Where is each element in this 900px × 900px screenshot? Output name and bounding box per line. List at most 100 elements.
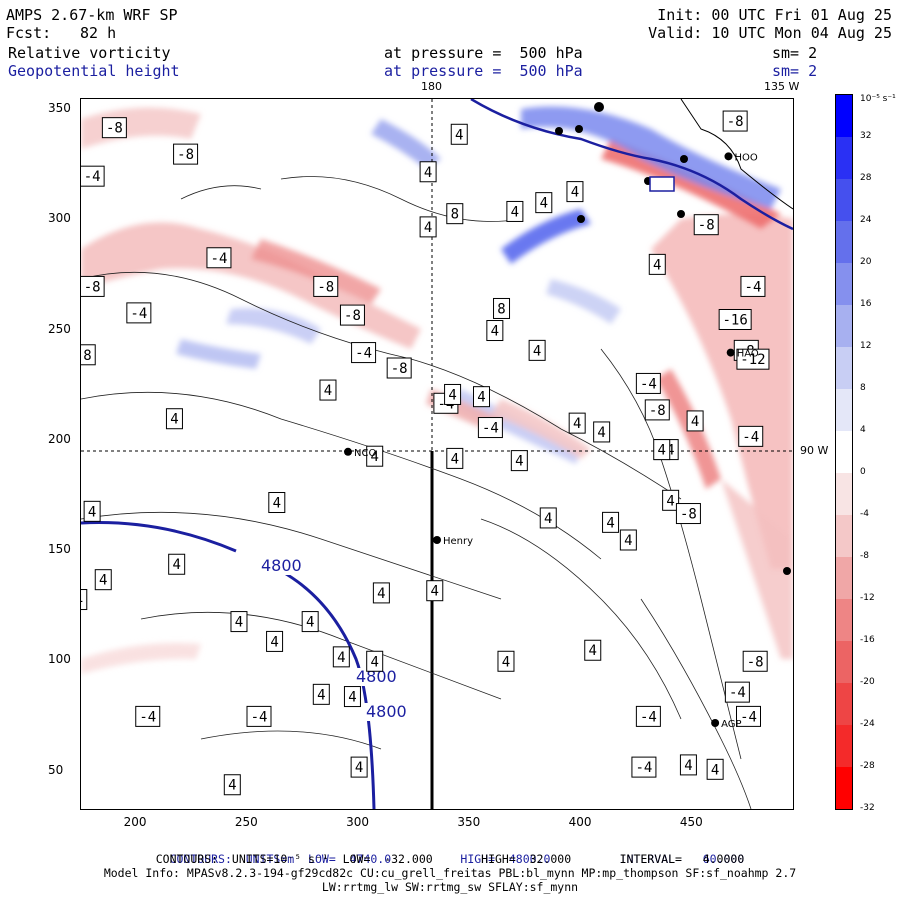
height-contour-label: 4800 <box>356 667 397 686</box>
vorticity-label: -4 <box>724 681 750 703</box>
vorticity-label: 4 <box>619 529 637 551</box>
meridian-135w-label: 135 W <box>764 80 800 93</box>
vorticity-label: 4 <box>419 216 437 238</box>
vorticity-label: -8 <box>693 214 719 236</box>
y-tick-label: 50 <box>48 762 64 777</box>
svg-text:-8: -8 <box>84 279 101 295</box>
svg-text:4: 4 <box>544 511 552 527</box>
svg-text:-4: -4 <box>745 279 762 295</box>
svg-text:-4: -4 <box>740 709 757 725</box>
svg-text:-8: -8 <box>727 114 744 130</box>
vorticity-label: 8 <box>446 203 464 225</box>
svg-text:4: 4 <box>540 196 548 212</box>
vorticity-label: -12 <box>736 348 770 370</box>
footer-height-contours: CONTOURS: UNITS=m LOW= 4740.0 HIGH= 4800… <box>0 838 900 866</box>
y-tick-label: 200 <box>48 431 71 446</box>
colorbar-swatch <box>836 137 852 179</box>
vorticity-label: 4 <box>372 582 390 604</box>
station-hao: HAO <box>726 348 759 360</box>
svg-text:4: 4 <box>431 584 439 600</box>
station-henry: Henry <box>433 535 473 547</box>
svg-text:-4: -4 <box>729 685 746 701</box>
smoothing-1: sm= 2 <box>772 44 818 62</box>
vorticity-label: 4 <box>419 161 437 183</box>
svg-text:-4: -4 <box>482 421 499 437</box>
svg-text:-8: -8 <box>649 403 666 419</box>
colorbar-label: 20 <box>860 257 872 267</box>
svg-text:4: 4 <box>691 414 699 430</box>
vorticity-label: 4 <box>539 507 557 529</box>
svg-text:4: 4 <box>477 390 485 406</box>
vorticity-label: 4 <box>446 447 464 469</box>
colorbar-swatch <box>836 767 852 809</box>
vorticity-label: -4 <box>631 756 657 778</box>
svg-text:-4: -4 <box>139 709 156 725</box>
svg-text:4: 4 <box>81 593 83 609</box>
svg-text:4: 4 <box>515 454 523 470</box>
colorbar <box>835 94 853 810</box>
vorticity-label: 4 <box>343 686 361 708</box>
svg-text:4: 4 <box>533 343 541 359</box>
svg-text:-4: -4 <box>635 760 652 776</box>
svg-text:-8: -8 <box>391 361 408 377</box>
vorticity-label: 4 <box>266 630 284 652</box>
colorbar-label: 16 <box>860 299 872 309</box>
meridian-90w-label: 90 W <box>800 444 829 457</box>
vorticity-label: 4 <box>706 758 724 780</box>
colorbar-swatch <box>836 683 852 725</box>
vorticity-label: -8 <box>644 399 670 421</box>
svg-text:4: 4 <box>424 220 432 236</box>
vorticity-label: 4 <box>319 379 337 401</box>
svg-text:4: 4 <box>684 758 692 774</box>
svg-text:4: 4 <box>455 127 463 143</box>
vorticity-label: 4 <box>584 639 602 661</box>
svg-text:4: 4 <box>170 412 178 428</box>
x-tick-label: 300 <box>346 815 370 829</box>
y-tick-label: 100 <box>48 652 71 667</box>
coastline <box>680 99 793 210</box>
colorbar-swatch <box>836 179 852 221</box>
vorticity-label: 4 <box>268 492 286 514</box>
vorticity-label: 4 <box>165 408 183 430</box>
colorbar-label: 8 <box>860 383 866 393</box>
vorticity-label: 4 <box>444 383 462 405</box>
vorticity-label: 4 <box>223 774 241 796</box>
vorticity-label: -4 <box>736 705 761 727</box>
vorticity-label: 4 <box>332 646 350 668</box>
vorticity-label: -4 <box>351 342 377 364</box>
colorbar-label: -24 <box>860 719 875 729</box>
vorticity-label: 4 <box>94 569 112 591</box>
footer-vorticity-contours: CONTOURS: UNITS=10⁻⁵ s⁻¹ LOW= -32.000 HI… <box>155 852 745 866</box>
vorticity-label: 4 <box>602 511 620 533</box>
station-label: AGP <box>721 719 741 730</box>
colorbar-swatch <box>836 263 852 305</box>
colorbar-swatch <box>836 557 852 599</box>
svg-text:4: 4 <box>711 762 719 778</box>
svg-text:4: 4 <box>377 586 385 602</box>
svg-text:4: 4 <box>370 449 378 465</box>
vorticity-label: 4 <box>528 339 546 361</box>
valid-time: Valid: 10 UTC Mon 04 Aug 25 <box>648 24 892 42</box>
colorbar-swatch <box>836 515 852 557</box>
footer-height-high: HIGH= 4800.0 <box>460 852 551 866</box>
svg-text:-8: -8 <box>81 348 92 364</box>
vorticity-label: 4 <box>312 683 330 705</box>
svg-text:4: 4 <box>571 185 579 201</box>
svg-text:-8: -8 <box>106 121 123 137</box>
vorticity-label: -8 <box>81 344 96 366</box>
vorticity-label: -4 <box>135 705 161 727</box>
vorticity-label: 4 <box>473 386 490 408</box>
svg-text:-4: -4 <box>211 251 228 267</box>
vorticity-label: -8 <box>173 143 199 165</box>
station-label: Henry <box>443 536 473 547</box>
colorbar-label: -8 <box>860 551 869 561</box>
colorbar-label: 4 <box>860 425 866 435</box>
svg-text:4: 4 <box>355 760 363 776</box>
field-name-geopotential: Geopotential height <box>8 62 180 80</box>
init-time: Init: 00 UTC Fri 01 Aug 25 <box>657 6 892 24</box>
colorbar-label: -4 <box>860 509 869 519</box>
vorticity-label: 4 <box>653 439 671 461</box>
svg-text:-16: -16 <box>723 312 748 328</box>
vorticity-label: 4 <box>168 553 186 575</box>
vorticity-label: 4 <box>83 500 101 522</box>
